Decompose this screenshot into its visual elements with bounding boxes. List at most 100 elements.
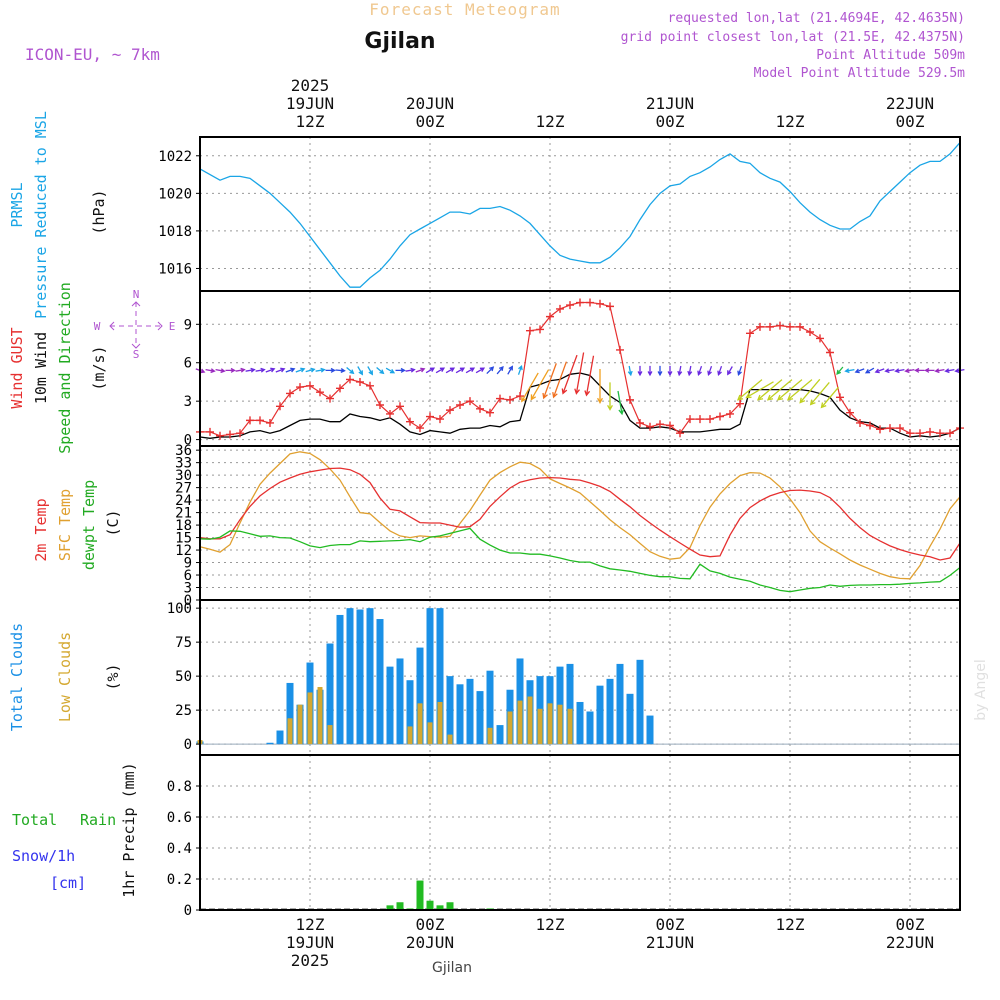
gust-marker — [526, 326, 534, 335]
wind-arrow — [597, 369, 603, 404]
compass-s: S — [133, 348, 140, 361]
precip-labels: Total Rain Snow/1h [cm] 1hr Precip (mm) — [12, 762, 138, 897]
time-label-bottom: 22JUN — [886, 933, 934, 952]
gust-marker — [486, 408, 494, 417]
gust-marker — [266, 418, 274, 427]
gust-marker — [846, 408, 854, 417]
total-cloud-bar — [566, 663, 574, 745]
total-cloud-bar — [346, 608, 354, 745]
low-cloud-bar — [507, 711, 513, 745]
temp-labels: 2m Temp SFC Temp dewpt Temp (C) — [32, 480, 122, 570]
grid-point-coords: grid point closest lon,lat (21.5E, 42.43… — [621, 30, 965, 45]
gust-marker — [766, 322, 774, 331]
total-cloud-bar — [476, 691, 484, 745]
gust-marker — [296, 383, 304, 392]
total-clouds-label: Total Clouds — [8, 623, 26, 731]
temp2m-label: 2m Temp — [32, 498, 50, 561]
y-tick-label: 9 — [184, 317, 192, 333]
time-label-top: 19JUN — [286, 94, 334, 113]
sfc-temp-line — [199, 451, 961, 580]
wind-arrow — [844, 368, 855, 374]
wind-arrow — [647, 365, 653, 377]
gust-marker — [746, 329, 754, 338]
gust-marker — [216, 431, 224, 440]
y-tick-label: 30 — [175, 468, 192, 484]
y-tick-label: 6 — [184, 568, 192, 584]
wind-arrow — [687, 365, 693, 377]
wind-arrow — [305, 367, 316, 373]
gust-marker — [656, 420, 664, 429]
gust-marker — [236, 429, 244, 438]
wind-arrow — [357, 366, 363, 376]
wind-arrow — [756, 379, 783, 401]
wind-arrow — [215, 368, 226, 374]
total-cloud-bar — [286, 682, 294, 745]
wind-arrow — [776, 379, 803, 401]
wind-arrow — [415, 367, 426, 373]
y-tick-label: 0 — [184, 433, 192, 449]
wind-arrow — [465, 367, 476, 374]
gust-marker — [626, 395, 634, 404]
wind-arrow — [944, 368, 955, 374]
gust-marker — [616, 345, 624, 354]
gust-marker — [566, 301, 574, 310]
time-label-top: 2025 — [291, 76, 330, 95]
wind-arrow — [717, 365, 723, 376]
y-tick-label: 27 — [175, 481, 192, 497]
total-cloud-bar — [466, 678, 474, 745]
total-cloud-bar — [636, 659, 644, 745]
total-cloud-bar — [266, 742, 274, 745]
total-cloud-bar — [646, 715, 654, 745]
total-cloud-bar — [416, 647, 424, 745]
product-title: Forecast Meteogram — [369, 0, 560, 19]
gust-marker — [946, 429, 954, 438]
total-cloud-bar — [606, 678, 614, 745]
wind-arrow — [697, 365, 703, 376]
wind-arrow — [574, 352, 585, 395]
rain-bar — [396, 902, 404, 910]
y-tick-label: 1018 — [158, 224, 192, 240]
temp-unit: (C) — [104, 509, 122, 536]
gust-marker — [286, 389, 294, 398]
wind-arrow — [245, 367, 256, 373]
time-label-bottom: 21JUN — [646, 933, 694, 952]
wind-arrow — [346, 367, 355, 375]
gust-marker — [796, 322, 804, 331]
wind-arrow — [542, 363, 557, 400]
gust-marker — [716, 412, 724, 421]
compass-icon: N S W E — [94, 288, 176, 361]
wind-arrow — [517, 364, 523, 375]
wind-arrow — [607, 382, 613, 411]
wind-arrow — [799, 378, 821, 404]
y-tick-label: 33 — [175, 456, 192, 472]
snow-unit: [cm] — [50, 874, 86, 892]
gust-marker — [706, 415, 714, 424]
y-tick-label: 3 — [184, 394, 192, 410]
model-label: ICON-EU, ~ 7km — [25, 45, 160, 64]
rain-bar — [446, 902, 454, 910]
y-tick-label: 0 — [184, 593, 192, 609]
wind-arrow — [657, 365, 663, 377]
wind-arrow — [737, 365, 743, 376]
wind-arrow — [285, 367, 296, 373]
total-cloud-bar — [336, 614, 344, 745]
low-cloud-bar — [567, 708, 573, 745]
panel-frame — [199, 754, 961, 911]
wind-arrow — [455, 367, 466, 374]
gust-marker — [826, 348, 834, 357]
gust-marker — [676, 429, 684, 438]
wind-arrow — [727, 366, 733, 376]
wind-arrow — [627, 365, 633, 377]
clouds-unit: (%) — [104, 663, 122, 690]
wind-arrow — [376, 367, 385, 375]
prmsl-label: PRMSL — [8, 182, 26, 227]
low-cloud-bar — [427, 722, 433, 745]
rain-bar — [416, 880, 424, 910]
gust-marker — [646, 422, 654, 431]
gust-marker — [536, 325, 544, 334]
y-tick-label: 0.2 — [167, 872, 192, 888]
gust-marker — [926, 427, 934, 436]
y-tick-label: 1020 — [158, 186, 192, 202]
wind-arrow — [561, 354, 578, 395]
